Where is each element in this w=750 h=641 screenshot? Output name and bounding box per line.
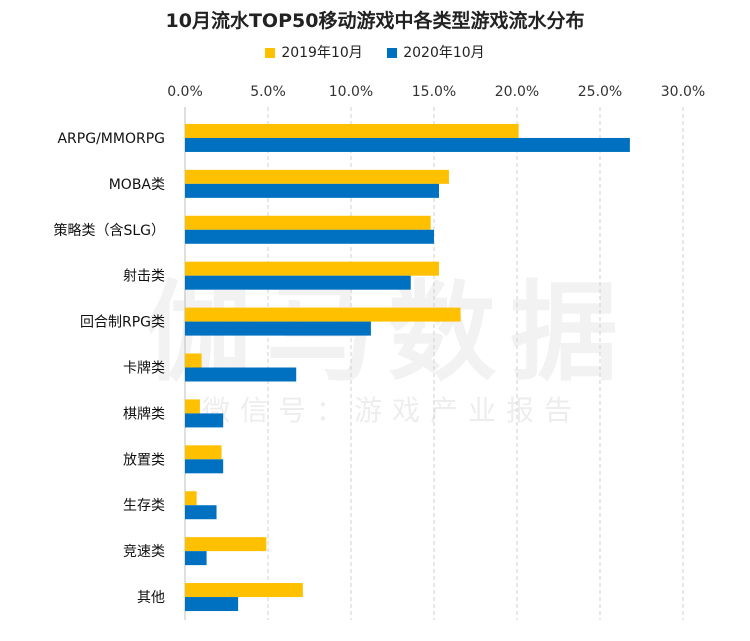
- bar-2019: [185, 583, 303, 598]
- bar-2019: [185, 215, 431, 230]
- legend-label-2019: 2019年10月: [281, 45, 363, 61]
- legend-swatch-2020: [387, 48, 398, 58]
- legend-item-2019: 2019年10月: [265, 42, 363, 62]
- category-label: 放置类: [123, 452, 165, 468]
- category-label: 策略类（含SLG）: [53, 222, 165, 239]
- legend-swatch-2019: [265, 48, 276, 58]
- bar-2020: [185, 505, 217, 520]
- bar-2019: [185, 445, 222, 460]
- bar-2020: [185, 229, 434, 244]
- category-label: MOBA类: [109, 177, 165, 193]
- bar-2019: [185, 261, 439, 276]
- bar-2020: [185, 597, 239, 612]
- bar-2020: [185, 551, 207, 566]
- watermark-sub: 微信号：游戏产业报告: [202, 394, 582, 427]
- legend: 2019年10月 2020年10月: [0, 42, 750, 62]
- legend-item-2020: 2020年10月: [387, 42, 485, 62]
- bar-2019: [185, 399, 200, 414]
- bar-2020: [185, 183, 439, 198]
- bar-2019: [185, 307, 461, 322]
- bar-2019: [185, 123, 519, 138]
- x-tick-label: 25.0%: [578, 84, 622, 100]
- x-tick-label: 30.0%: [661, 84, 705, 100]
- x-tick-label: 20.0%: [495, 84, 539, 100]
- bar-2019: [185, 353, 202, 368]
- legend-label-2020: 2020年10月: [403, 45, 485, 61]
- bar-2019: [185, 491, 197, 506]
- chart-title: 10月流水TOP50移动游戏中各类型游戏流水分布: [165, 10, 585, 32]
- x-tick-label: 10.0%: [329, 84, 373, 100]
- category-label: 竞速类: [123, 543, 165, 560]
- bar-2020: [185, 413, 224, 428]
- x-tick-label: 15.0%: [412, 84, 456, 100]
- x-tick-label: 0.0%: [167, 84, 203, 100]
- category-label: 射击类: [123, 269, 165, 285]
- category-label: 其他: [137, 590, 165, 606]
- category-label: 生存类: [123, 498, 165, 514]
- bar-2020: [185, 459, 224, 474]
- category-label: 棋牌类: [123, 405, 165, 422]
- bar-2020: [185, 275, 411, 290]
- category-label: 卡牌类: [123, 360, 165, 377]
- bar-2020: [185, 367, 297, 382]
- bar-2020: [185, 321, 371, 336]
- category-label: 回合制RPG类: [80, 315, 165, 331]
- bar-2020: [185, 137, 630, 152]
- bar-2019: [185, 537, 267, 552]
- x-tick-label: 5.0%: [250, 84, 286, 100]
- bar-2019: [185, 169, 449, 184]
- category-label: ARPG/MMORPG: [57, 131, 165, 147]
